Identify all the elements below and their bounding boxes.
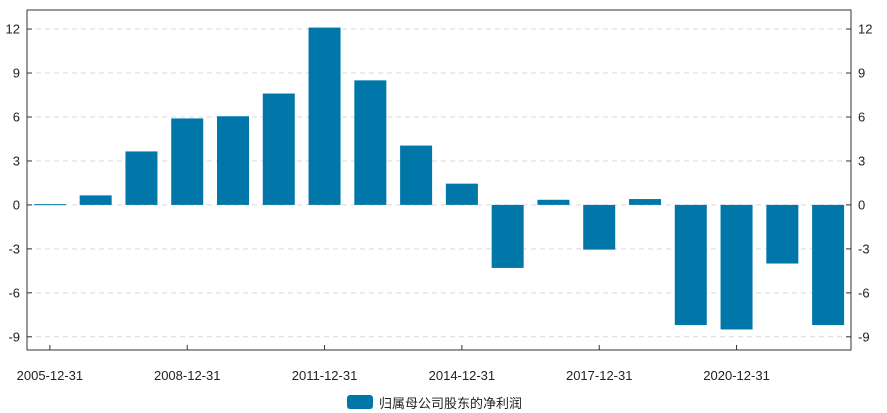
x-tick-label: 2011-12-31 bbox=[292, 368, 358, 383]
y-tick-label-right: -9 bbox=[858, 329, 870, 344]
legend-swatch bbox=[347, 395, 373, 409]
y-tick-label-left: 6 bbox=[13, 109, 20, 124]
bar bbox=[720, 204, 753, 330]
bar bbox=[400, 145, 433, 205]
y-tick-label-right: 3 bbox=[858, 153, 865, 168]
legend: 归属母公司股东的净利润 bbox=[347, 393, 522, 411]
bar bbox=[354, 80, 387, 205]
bar bbox=[766, 204, 799, 264]
y-tick-label-left: 3 bbox=[13, 153, 20, 168]
bar bbox=[308, 27, 341, 205]
bar bbox=[491, 204, 524, 268]
y-tick-label-right: -3 bbox=[858, 241, 870, 256]
bar bbox=[262, 93, 295, 205]
y-tick-label-right: 0 bbox=[858, 197, 865, 212]
gridlines bbox=[27, 28, 851, 338]
y-tick-label-left: -3 bbox=[8, 241, 20, 256]
bar bbox=[79, 195, 112, 205]
bar bbox=[629, 199, 661, 205]
plot-frame bbox=[26, 9, 852, 351]
y-tick-label-right: 9 bbox=[858, 66, 865, 81]
bar bbox=[445, 183, 478, 205]
x-tick-label: 2005-12-31 bbox=[17, 368, 84, 383]
bar bbox=[674, 204, 707, 326]
y-tick-label-left: -9 bbox=[8, 329, 20, 344]
bar bbox=[217, 116, 249, 205]
y-tick-label-right: 6 bbox=[858, 109, 865, 124]
bar bbox=[33, 204, 66, 206]
x-tick-label: 2020-12-31 bbox=[703, 368, 770, 383]
bar bbox=[812, 204, 845, 326]
y-tick-label-right: -6 bbox=[858, 285, 870, 300]
bars bbox=[33, 27, 845, 330]
y-tick-label-left: -6 bbox=[8, 285, 20, 300]
y-axis-right: -9 -6 -3 0 3 6 9 12 bbox=[846, 22, 872, 344]
x-tick-label: 2014-12-31 bbox=[429, 368, 496, 383]
legend-label: 归属母公司股东的净利润 bbox=[379, 395, 523, 411]
bar bbox=[537, 199, 570, 205]
bar bbox=[125, 151, 158, 205]
axes bbox=[26, 9, 852, 351]
bar bbox=[583, 204, 616, 250]
y-tick-label-left: 0 bbox=[13, 197, 20, 212]
x-tick-label: 2017-12-31 bbox=[566, 368, 633, 383]
bar bbox=[171, 118, 204, 205]
x-axis: 2005-12-31 2008-12-31 2011-12-31 2014-12-31… bbox=[17, 345, 770, 383]
y-axis-left: -9 -6 -3 0 3 6 9 12 bbox=[6, 22, 32, 344]
y-tick-label-left: 9 bbox=[13, 66, 20, 81]
x-tick-label: 2008-12-31 bbox=[154, 368, 221, 383]
y-tick-label-right: 12 bbox=[858, 22, 872, 37]
y-tick-label-left: 12 bbox=[6, 22, 20, 37]
